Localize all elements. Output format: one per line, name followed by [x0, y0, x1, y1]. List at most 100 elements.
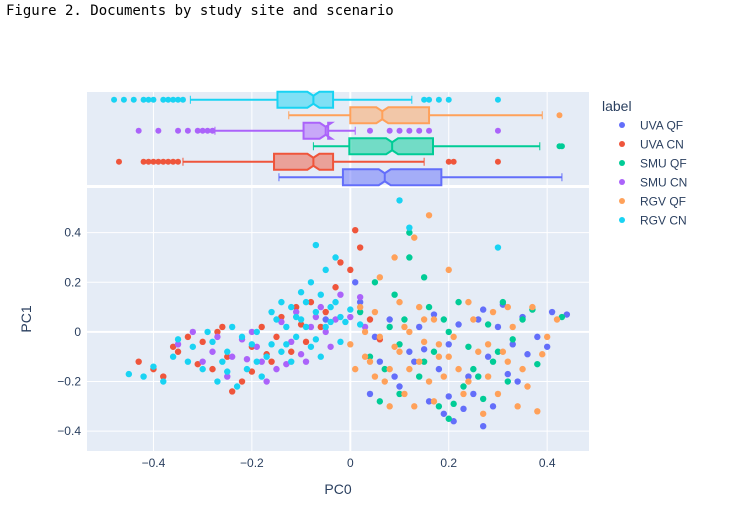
- scatter-point: [435, 365, 443, 373]
- box-outlier-point: [115, 158, 122, 165]
- scatter-point: [504, 370, 511, 378]
- scatter-point: [455, 298, 462, 306]
- box-outlier-point: [165, 96, 172, 103]
- legend-marker: [619, 160, 625, 166]
- box-outlier-point: [130, 96, 137, 103]
- box-outlier-point: [170, 158, 177, 165]
- scatter-point: [337, 259, 344, 266]
- scatter-point: [248, 341, 256, 348]
- scatter-point: [322, 316, 329, 323]
- scatter-point: [199, 358, 206, 365]
- y-tick-label: 0.4: [64, 226, 81, 240]
- scatter-point: [268, 341, 275, 348]
- y-tick-label: −0.4: [57, 424, 81, 438]
- scatter-point: [396, 298, 403, 306]
- scatter-point: [401, 316, 408, 323]
- box-outlier-point: [204, 127, 211, 134]
- scatter-point: [160, 378, 167, 385]
- scatter-point: [479, 395, 487, 403]
- scatter-point: [420, 338, 428, 346]
- scatter-point: [317, 291, 324, 298]
- box-outlier-point: [140, 96, 147, 103]
- scatter-point: [509, 323, 516, 331]
- legend-item-label: SMU CN: [640, 176, 687, 190]
- scatter-point: [209, 338, 216, 346]
- scatter-point: [356, 293, 364, 301]
- scatter-point: [396, 341, 403, 348]
- scatter-point: [430, 398, 438, 405]
- box-outlier-point: [165, 158, 172, 165]
- legend-marker: [619, 122, 625, 128]
- scatter-point: [391, 291, 398, 298]
- scatter-point: [553, 316, 561, 323]
- box-outlier-point: [145, 158, 152, 165]
- scatter-point: [174, 348, 182, 355]
- scatter-point: [435, 353, 443, 360]
- scatter-point: [253, 328, 260, 336]
- scatter-point: [430, 311, 438, 318]
- scatter-point: [371, 373, 379, 380]
- scatter-point: [248, 368, 256, 375]
- scatter-point: [332, 284, 339, 291]
- scatter-point: [307, 343, 315, 350]
- box-body: [349, 106, 431, 125]
- box-outlier-point: [175, 158, 182, 165]
- scatter-point: [337, 291, 344, 298]
- scatter-point: [342, 318, 349, 326]
- scatter-point: [445, 393, 452, 400]
- scatter-point: [425, 398, 433, 405]
- scatter-point: [184, 333, 192, 341]
- scatter-point: [371, 279, 379, 286]
- scatter-point: [327, 318, 334, 326]
- scatter-point: [268, 308, 275, 316]
- scatter-point: [470, 316, 477, 323]
- scatter-point: [302, 298, 310, 306]
- scatter-point: [519, 365, 526, 373]
- scatter-point: [475, 348, 482, 355]
- scatter-point: [312, 308, 320, 316]
- scatter-point: [391, 373, 398, 380]
- box-body: [341, 168, 443, 187]
- legend-item-label: UVA CN: [640, 138, 684, 152]
- scatter-point: [292, 313, 300, 321]
- scatter-point: [376, 358, 384, 365]
- scatter-point: [317, 303, 324, 311]
- scatter-point: [352, 365, 359, 373]
- scatter-point: [214, 333, 221, 341]
- scatter-point: [140, 373, 147, 380]
- scatter-point: [391, 254, 398, 261]
- scatter-point: [489, 403, 497, 410]
- scatter-point: [411, 234, 418, 241]
- scatter-point: [352, 279, 359, 286]
- box-outlier-point: [120, 96, 127, 103]
- scatter-point: [484, 341, 492, 348]
- scatter-point: [317, 323, 324, 331]
- box-outlier-point: [155, 158, 162, 165]
- scatter-point: [327, 343, 334, 350]
- scatter-point: [228, 388, 236, 395]
- box-outlier-point: [175, 127, 182, 134]
- scatter-point: [322, 328, 329, 336]
- scatter-point: [406, 348, 413, 355]
- scatter-point: [386, 316, 393, 323]
- scatter-point: [509, 341, 516, 348]
- x-tick-label: −0.2: [240, 456, 264, 470]
- scatter-point: [425, 212, 433, 219]
- legend-marker: [619, 179, 625, 185]
- scatter-point: [288, 303, 295, 311]
- scatter-point: [366, 390, 374, 398]
- x-tick-label: −0.4: [142, 456, 166, 470]
- box-body: [276, 90, 335, 109]
- box-outlier-point: [421, 96, 428, 103]
- scatter-point: [278, 313, 285, 321]
- scatter-point: [174, 336, 182, 343]
- box-outlier-point: [396, 127, 403, 134]
- box-outlier-point: [416, 127, 423, 134]
- scatter-point: [160, 373, 167, 380]
- scatter-point: [214, 328, 221, 336]
- scatter-point: [243, 365, 251, 373]
- scatter-point: [258, 358, 265, 365]
- box-outlier-point: [366, 127, 373, 134]
- scatter-point: [322, 323, 329, 331]
